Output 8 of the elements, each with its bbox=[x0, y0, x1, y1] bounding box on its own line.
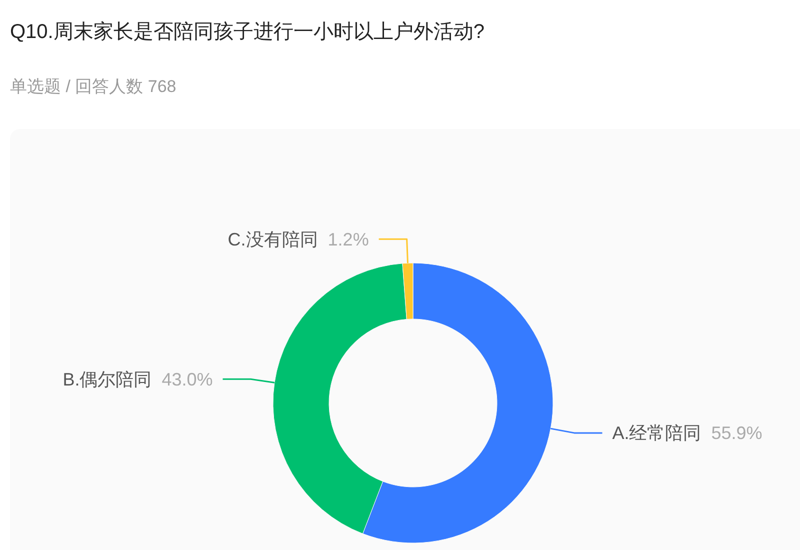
data-label: 1.2% bbox=[328, 229, 369, 250]
chart-subtitle: 单选题 / 回答人数 768 bbox=[10, 77, 176, 96]
data-label: 55.9% bbox=[711, 423, 762, 444]
slice-label: C.没有陪同 bbox=[228, 229, 318, 250]
slice-label: B.偶尔陪同 bbox=[62, 369, 152, 390]
slice-label: A.经常陪同 bbox=[612, 423, 702, 444]
data-label: 43.0% bbox=[162, 369, 213, 390]
chart-title: Q10.周末家长是否陪同孩子进行一小时以上户外活动? bbox=[10, 21, 484, 43]
